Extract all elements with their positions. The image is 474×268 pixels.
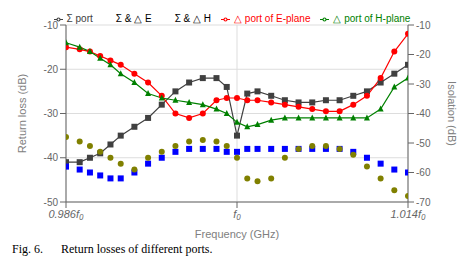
svg-text:-10: -10	[416, 20, 431, 31]
html-text:Σ & △ H: Σ & △ H	[174, 13, 212, 24]
svg-text:-40: -40	[416, 108, 431, 119]
html-text:△ port of E-plane: △ port of E-plane	[234, 13, 311, 24]
html-text:Fig. 6. Return losses of diffe: Fig. 6. Return losses of different ports…	[12, 242, 213, 256]
svg-text:1.014f₀: 1.014f₀	[390, 208, 426, 220]
svg-text:-50: -50	[44, 197, 59, 208]
svg-text:Isolation (dB): Isolation (dB)	[446, 81, 458, 146]
svg-text:f₀: f₀	[233, 208, 241, 220]
svg-text:-20: -20	[44, 64, 59, 75]
svg-text:-30: -30	[44, 108, 59, 119]
svg-text:0.986f₀: 0.986f₀	[48, 208, 84, 220]
svg-text:-10: -10	[44, 20, 59, 31]
html-text:Σ & △ E: Σ & △ E	[115, 13, 152, 24]
svg-text:-30: -30	[416, 79, 431, 90]
svg-text:-20: -20	[416, 49, 431, 60]
svg-text:Frequency (GHz): Frequency (GHz)	[195, 228, 279, 240]
svg-text:-40: -40	[44, 152, 59, 163]
svg-text:-60: -60	[416, 167, 431, 178]
html-text:Σ port: Σ port	[66, 13, 93, 24]
html-text:△ port of H-plane: △ port of H-plane	[333, 13, 411, 24]
svg-text:-50: -50	[416, 138, 431, 149]
svg-text:Return loss (dB): Return loss (dB)	[16, 74, 28, 153]
svg-text:-70: -70	[416, 197, 431, 208]
